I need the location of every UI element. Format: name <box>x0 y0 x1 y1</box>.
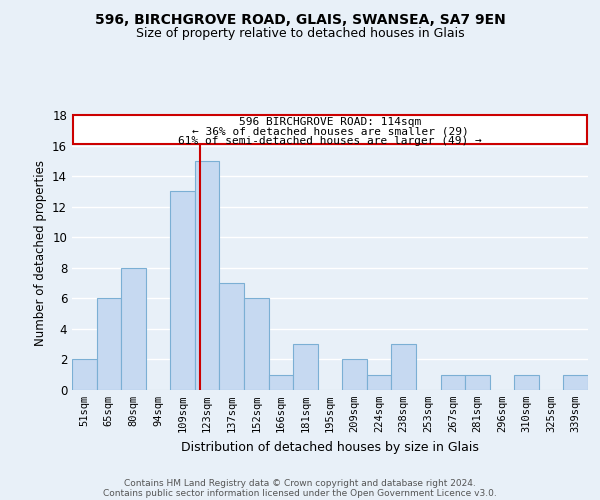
Text: 596, BIRCHGROVE ROAD, GLAIS, SWANSEA, SA7 9EN: 596, BIRCHGROVE ROAD, GLAIS, SWANSEA, SA… <box>95 12 505 26</box>
Bar <box>514 374 539 390</box>
Bar <box>244 298 269 390</box>
Text: ← 36% of detached houses are smaller (29): ← 36% of detached houses are smaller (29… <box>191 126 469 136</box>
Bar <box>220 283 244 390</box>
Text: 61% of semi-detached houses are larger (49) →: 61% of semi-detached houses are larger (… <box>178 136 482 145</box>
Bar <box>121 268 146 390</box>
Text: 596 BIRCHGROVE ROAD: 114sqm: 596 BIRCHGROVE ROAD: 114sqm <box>239 118 421 128</box>
Bar <box>269 374 293 390</box>
Bar <box>367 374 391 390</box>
Bar <box>391 344 416 390</box>
Text: Size of property relative to detached houses in Glais: Size of property relative to detached ho… <box>136 28 464 40</box>
Bar <box>293 344 318 390</box>
Bar <box>563 374 588 390</box>
Bar <box>170 192 195 390</box>
Text: Contains HM Land Registry data © Crown copyright and database right 2024.: Contains HM Land Registry data © Crown c… <box>124 478 476 488</box>
Bar <box>195 161 220 390</box>
Bar <box>342 360 367 390</box>
Bar <box>440 374 465 390</box>
X-axis label: Distribution of detached houses by size in Glais: Distribution of detached houses by size … <box>181 440 479 454</box>
Y-axis label: Number of detached properties: Number of detached properties <box>34 160 47 346</box>
Bar <box>465 374 490 390</box>
Bar <box>97 298 121 390</box>
Bar <box>72 360 97 390</box>
FancyBboxPatch shape <box>73 115 587 144</box>
Text: Contains public sector information licensed under the Open Government Licence v3: Contains public sector information licen… <box>103 488 497 498</box>
